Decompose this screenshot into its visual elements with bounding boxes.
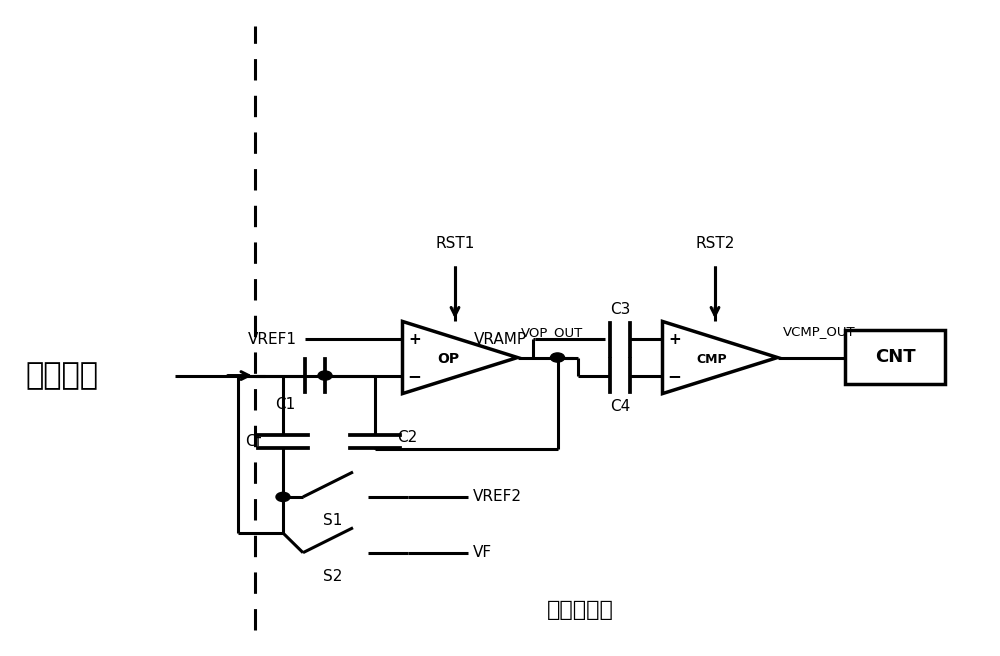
Text: VF: VF xyxy=(473,545,492,560)
Circle shape xyxy=(276,492,290,502)
Text: C3: C3 xyxy=(610,302,630,316)
Text: C1: C1 xyxy=(275,396,295,411)
Text: S1: S1 xyxy=(323,513,343,528)
Text: −: − xyxy=(408,367,421,384)
Text: 像素单元: 像素单元 xyxy=(25,361,98,390)
Text: VREF1: VREF1 xyxy=(248,332,297,347)
Circle shape xyxy=(551,353,565,362)
Text: −: − xyxy=(668,367,681,384)
Text: +: + xyxy=(408,332,421,347)
Text: VREF2: VREF2 xyxy=(473,489,522,504)
Text: S2: S2 xyxy=(323,569,343,584)
Text: RST1: RST1 xyxy=(435,236,475,251)
Text: CMP: CMP xyxy=(697,353,727,366)
Text: OP: OP xyxy=(437,352,459,367)
Text: VOP_OUT: VOP_OUT xyxy=(521,326,584,339)
Text: C4: C4 xyxy=(610,399,630,413)
Text: C2: C2 xyxy=(397,430,417,445)
Bar xyxy=(845,330,945,384)
Text: RST2: RST2 xyxy=(695,236,735,251)
Text: VRAMP: VRAMP xyxy=(474,332,527,347)
Text: CNT: CNT xyxy=(875,348,915,366)
Text: +: + xyxy=(668,332,681,347)
Text: Cf: Cf xyxy=(245,434,261,449)
Text: VCMP_OUT: VCMP_OUT xyxy=(782,325,855,338)
Circle shape xyxy=(318,371,332,380)
Text: 列读出电路: 列读出电路 xyxy=(547,600,613,620)
